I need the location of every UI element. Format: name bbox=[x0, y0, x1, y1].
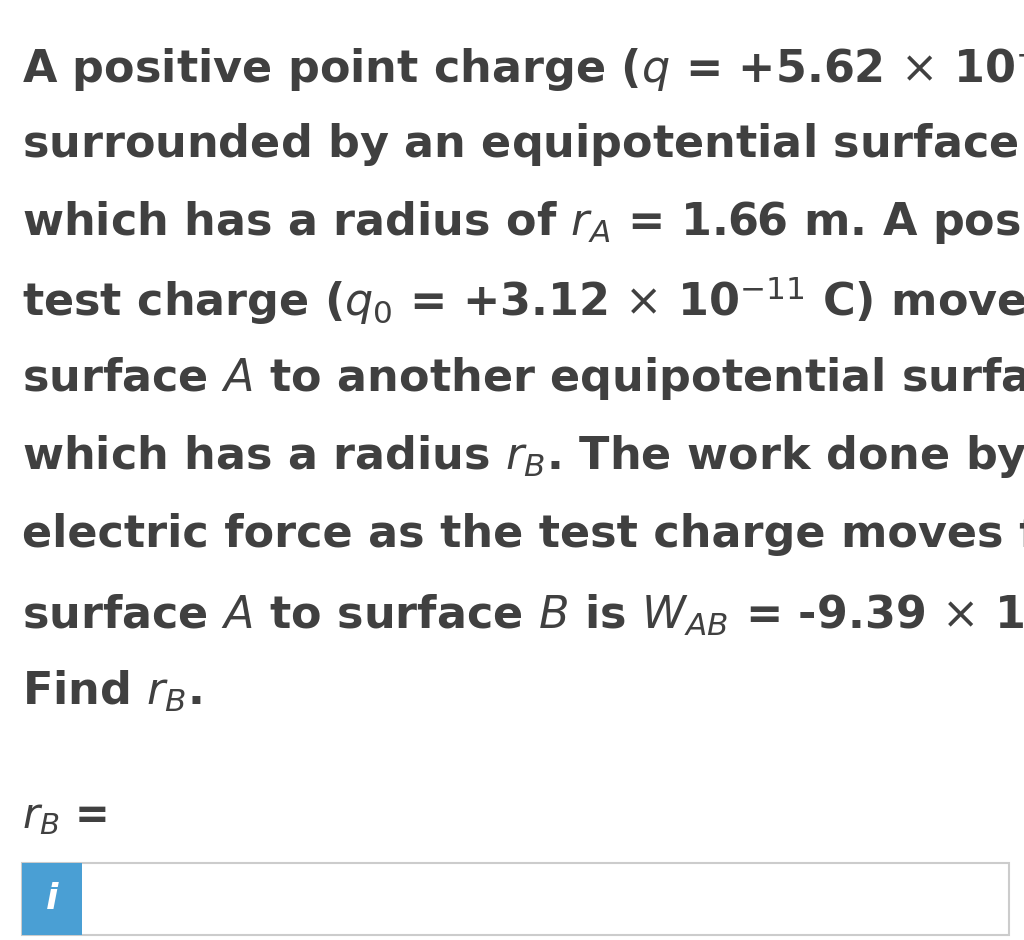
Text: test charge ($q_0$ = +3.12 $\times$ 10$^{-11}$ C) moves from: test charge ($q_0$ = +3.12 $\times$ 10$^… bbox=[22, 274, 1024, 327]
Text: A positive point charge ($q$ = +5.62 $\times$ 10$^{-8}$ C) is: A positive point charge ($q$ = +5.62 $\t… bbox=[22, 40, 1024, 94]
Text: surrounded by an equipotential surface $A$,: surrounded by an equipotential surface $… bbox=[22, 121, 1024, 168]
Text: $r_B$ =: $r_B$ = bbox=[22, 795, 108, 837]
Text: electric force as the test charge moves from: electric force as the test charge moves … bbox=[22, 513, 1024, 556]
Text: which has a radius $r_B$. The work done by the: which has a radius $r_B$. The work done … bbox=[22, 433, 1024, 480]
Text: i: i bbox=[46, 882, 58, 916]
Text: which has a radius of $r_A$ = 1.66 m. A positive: which has a radius of $r_A$ = 1.66 m. A … bbox=[22, 199, 1024, 246]
Bar bbox=[22, 863, 82, 934]
Text: Find $r_B$.: Find $r_B$. bbox=[22, 668, 202, 713]
Text: surface $A$ to surface $B$ is $W_{AB}$ = -9.39 $\times$ 10$^{-9}$ J.: surface $A$ to surface $B$ is $W_{AB}$ =… bbox=[22, 587, 1024, 640]
Bar bbox=[22, 863, 1009, 934]
Text: surface $A$ to another equipotential surface $B$,: surface $A$ to another equipotential sur… bbox=[22, 355, 1024, 402]
